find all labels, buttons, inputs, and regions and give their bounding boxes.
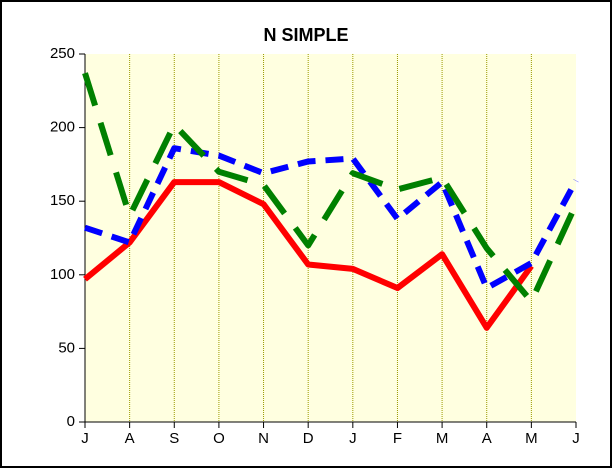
- y-tick-label: 0: [67, 413, 75, 430]
- x-tick-label: J: [81, 430, 89, 447]
- y-tick-label: 50: [58, 339, 75, 356]
- x-tick-label: D: [303, 430, 314, 447]
- y-tick-label: 100: [50, 266, 75, 283]
- series-line: [82, 72, 579, 305]
- y-tick-label: 150: [50, 192, 75, 209]
- chart-title: N SIMPLE: [263, 25, 348, 45]
- x-tick-label: A: [125, 430, 135, 447]
- y-tick-label: 200: [50, 119, 75, 136]
- x-tick-label: A: [482, 430, 492, 447]
- x-tick-label: M: [525, 430, 538, 447]
- series-line: [83, 179, 534, 331]
- x-tick-label: N: [258, 430, 269, 447]
- y-tick-label: 250: [50, 45, 75, 62]
- x-tick-label: J: [572, 430, 580, 447]
- x-tick-label: O: [213, 430, 225, 447]
- x-tick-label: F: [393, 430, 402, 447]
- series-line: [84, 145, 579, 292]
- x-tick-label: M: [436, 430, 449, 447]
- plot-area: [85, 54, 576, 422]
- x-tick-label: J: [349, 430, 357, 447]
- x-tick-label: S: [169, 430, 179, 447]
